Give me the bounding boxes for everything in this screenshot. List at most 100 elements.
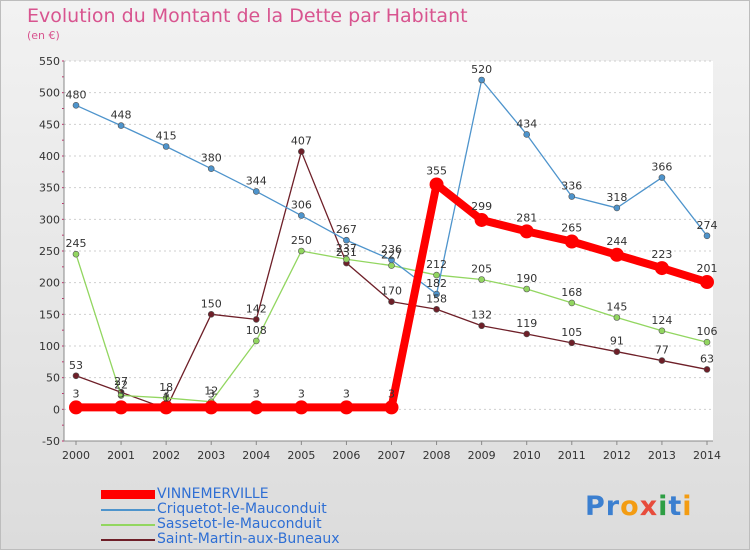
- data-label: 231: [336, 246, 357, 259]
- data-label: 250: [291, 234, 312, 247]
- data-point: [69, 400, 83, 415]
- data-point: [114, 400, 129, 415]
- y-tick-label: 550: [39, 55, 60, 68]
- legend-swatch: [101, 539, 155, 541]
- logo-letter: r: [605, 491, 621, 522]
- data-point: [252, 316, 260, 323]
- data-point: [207, 311, 215, 318]
- data-point: [478, 76, 485, 84]
- data-label: 336: [561, 180, 582, 193]
- x-tick-label: 2001: [107, 449, 135, 462]
- data-labels: 53 27 1 150 142 407 231 170 158 132 119 105 91 77 63 24…: [66, 63, 718, 405]
- data-label: 3: [73, 387, 80, 400]
- logo-letter: P: [585, 491, 606, 522]
- y-tick-label: 50: [46, 372, 60, 385]
- data-label: 448: [111, 109, 132, 122]
- data-point: [249, 400, 264, 415]
- data-label: 299: [471, 200, 492, 213]
- data-label: 3: [298, 387, 305, 400]
- legend-label: Saint-Martin-aux-Buneaux: [157, 531, 340, 547]
- data-point: [343, 255, 350, 263]
- data-point: [478, 276, 485, 283]
- data-label: 344: [246, 174, 267, 187]
- data-label: 108: [246, 324, 267, 337]
- x-tick-label: 2009: [468, 449, 496, 462]
- data-label: 212: [426, 258, 447, 271]
- data-label: 237: [336, 242, 357, 255]
- data-point: [613, 314, 621, 321]
- data-label: 145: [606, 301, 627, 314]
- data-point: [388, 256, 395, 264]
- x-tick-label: 2008: [423, 449, 451, 462]
- data-label: 105: [561, 326, 582, 339]
- y-tick-label: -50: [42, 435, 60, 448]
- data-point: [658, 174, 666, 181]
- data-label: 3: [388, 387, 395, 400]
- chart-title: Evolution du Montant de la Dette par Hab…: [27, 5, 468, 27]
- data-label: 3: [163, 387, 170, 400]
- data-point: [388, 262, 395, 269]
- data-point: [72, 250, 80, 258]
- data-label: 77: [655, 344, 669, 357]
- data-point: [298, 148, 305, 155]
- data-label: 27: [114, 375, 128, 388]
- data-label: 132: [471, 309, 492, 322]
- data-point: [474, 212, 489, 227]
- chart-unit-label: (en €): [27, 29, 60, 42]
- data-point: [523, 285, 531, 293]
- data-label: 106: [697, 325, 718, 338]
- data-point: [298, 247, 305, 255]
- data-point: [609, 247, 624, 262]
- data-label: 1: [163, 392, 170, 405]
- x-tick-label: 2004: [242, 449, 270, 462]
- data-label: 12: [204, 385, 218, 398]
- logo-letter: o: [620, 491, 640, 522]
- x-tick-label: 2013: [648, 449, 676, 462]
- y-tick-label: 450: [39, 118, 60, 131]
- data-point: [478, 322, 485, 330]
- x-tick-label: 2006: [332, 449, 360, 462]
- data-point: [568, 339, 576, 347]
- series-layer: [69, 76, 714, 415]
- data-label: 63: [700, 352, 714, 365]
- logo-letter: i: [682, 491, 693, 522]
- data-point: [162, 143, 170, 150]
- data-label: 158: [426, 292, 447, 305]
- data-label: 3: [208, 387, 215, 400]
- data-point: [568, 299, 576, 307]
- data-label: 223: [651, 248, 672, 261]
- data-label: 182: [426, 277, 447, 290]
- data-point: [117, 392, 125, 399]
- data-point: [613, 204, 621, 212]
- x-tick-label: 2014: [693, 449, 721, 462]
- data-point: [117, 122, 125, 129]
- data-label: 480: [66, 88, 87, 101]
- y-tick-label: 500: [39, 87, 60, 100]
- y-tick-label: 350: [39, 182, 60, 195]
- data-label: 168: [561, 286, 582, 299]
- data-point: [252, 337, 260, 345]
- data-label: 190: [516, 272, 537, 285]
- data-label: 318: [606, 191, 627, 204]
- data-point: [700, 275, 714, 290]
- data-label: 520: [471, 63, 492, 76]
- data-label: 91: [610, 335, 624, 348]
- data-point: [72, 102, 80, 109]
- data-label: 201: [697, 262, 718, 275]
- x-tick-label: 2010: [513, 449, 541, 462]
- y-tick-label: 400: [39, 150, 60, 163]
- data-point: [159, 400, 174, 415]
- logo-letter: t: [668, 491, 683, 522]
- data-point: [703, 232, 711, 240]
- data-point: [433, 305, 440, 313]
- legend-swatch: [101, 524, 155, 526]
- data-point: [207, 165, 215, 172]
- data-point: [72, 372, 80, 380]
- data-label: 267: [336, 223, 357, 236]
- data-point: [384, 400, 399, 415]
- data-label: 245: [66, 237, 87, 250]
- data-label: 236: [381, 243, 402, 256]
- x-tick-label: 2011: [558, 449, 586, 462]
